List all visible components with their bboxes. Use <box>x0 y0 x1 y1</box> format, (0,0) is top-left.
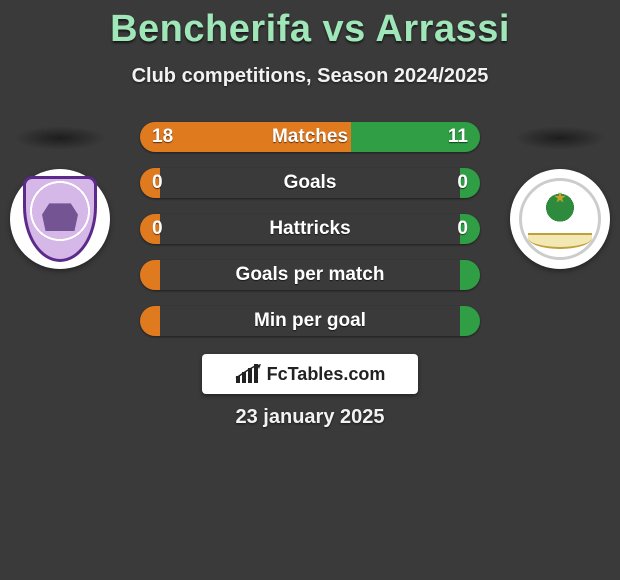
stat-row: Goals0 0 <box>140 168 480 198</box>
stat-value-right: 0 <box>457 168 468 198</box>
stat-row: Matches18 11 <box>140 122 480 152</box>
page-subtitle: Club competitions, Season 2024/2025 <box>0 65 620 88</box>
stat-label: Goals <box>140 168 480 198</box>
stat-row: Min per goal <box>140 306 480 336</box>
stat-rows: Matches1811Goals00Hattricks00Goals per m… <box>140 122 480 352</box>
brand-badge: FcTables.com <box>202 354 418 394</box>
stat-value-right: 11 <box>448 122 468 152</box>
team-right-logo <box>510 125 610 269</box>
logo-shadow <box>10 125 110 151</box>
page-title: Bencherifa vs Arrassi <box>0 0 620 51</box>
chart-icon <box>235 364 261 384</box>
stat-row: Goals per match <box>140 260 480 290</box>
stat-label: Matches <box>140 122 480 152</box>
stat-label: Min per goal <box>140 306 480 336</box>
brand-text: FcTables.com <box>267 364 386 385</box>
stat-label: Goals per match <box>140 260 480 290</box>
stat-value-right: 0 <box>457 214 468 244</box>
stat-value-left: 0 <box>152 168 163 198</box>
date-text: 23 january 2025 <box>0 406 620 429</box>
stat-row: Hattricks0 0 <box>140 214 480 244</box>
stat-value-left: 18 <box>152 122 173 152</box>
logo-shadow <box>510 125 610 151</box>
stat-value-left: 0 <box>152 214 163 244</box>
team-left-logo <box>10 125 110 269</box>
stat-label: Hattricks <box>140 214 480 244</box>
